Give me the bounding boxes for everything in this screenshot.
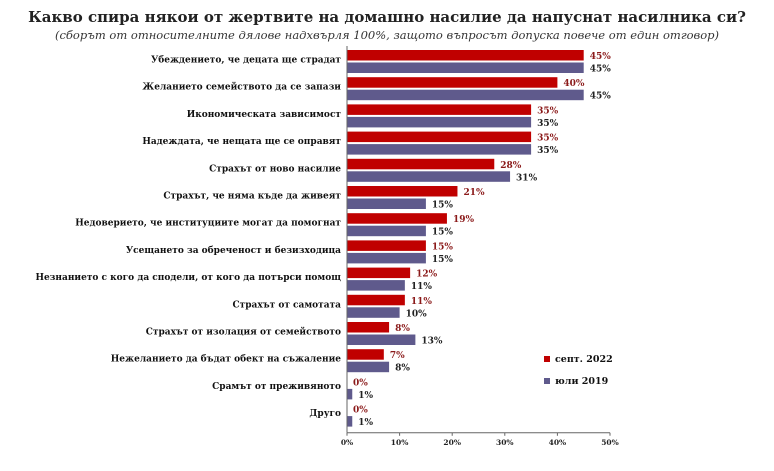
x-tick-label: 50% [601, 438, 619, 447]
category-label: Икономическата зависимост [187, 110, 342, 120]
bar-july-2019 [347, 225, 426, 237]
bar-july-2019 [347, 198, 426, 209]
data-label: 1% [358, 418, 373, 428]
data-label: 15% [432, 201, 454, 211]
bar-sept-2022 [347, 186, 458, 197]
category-label: Нежеланието да бъдат обект на съжаление [111, 354, 341, 365]
data-label: 8% [395, 364, 410, 374]
bar-july-2019 [347, 89, 584, 101]
bar-july-2019 [347, 252, 426, 264]
data-label: 40% [563, 79, 585, 89]
data-label: 10% [406, 309, 428, 319]
x-tick-label: 30% [496, 438, 514, 447]
data-label: 11% [411, 297, 433, 307]
bar-sept-2022 [347, 240, 426, 251]
data-label: 21% [463, 188, 485, 198]
data-label: 35% [537, 134, 559, 144]
bar-july-2019 [347, 416, 353, 427]
data-label: 8% [395, 324, 410, 334]
x-tick-label: 20% [443, 438, 461, 447]
bar-sept-2022 [347, 131, 532, 143]
bar-july-2019 [347, 144, 532, 155]
category-label: Незнанието с кого да сподели, от кого да… [35, 273, 341, 283]
category-label: Страхът от самотата [232, 300, 341, 310]
data-label: 7% [390, 351, 405, 361]
data-label: 15% [432, 255, 454, 265]
data-label: 45% [590, 92, 612, 102]
category-label: Усещането за обреченост и безизходица [126, 245, 341, 256]
legend-swatch [544, 378, 550, 384]
bar-sept-2022 [347, 322, 390, 333]
bars-group: Убеждението, че децата ще страдат 45% 45% Ж… [35, 50, 611, 428]
legend-label: септ. 2022 [555, 354, 613, 365]
x-axis: 0% 10% 20% 30% 40% 50% [341, 46, 619, 447]
bar-sept-2022 [347, 104, 532, 115]
data-label: 28% [500, 161, 522, 171]
data-label: 1% [358, 391, 373, 401]
bar-july-2019 [347, 307, 400, 318]
bar-sept-2022 [347, 294, 405, 306]
category-label: Срамът от преживяното [212, 382, 341, 392]
category-label: Страхът от изолация от семейството [146, 327, 341, 338]
data-label: 35% [537, 106, 559, 116]
x-tick-label: 10% [391, 438, 409, 447]
x-tick-label: 40% [549, 438, 567, 447]
bar-july-2019 [347, 388, 353, 400]
data-label: 19% [453, 215, 475, 225]
x-tick-label: 0% [341, 438, 353, 447]
bar-sept-2022 [347, 349, 384, 360]
data-label: 15% [432, 242, 454, 252]
bar-july-2019 [347, 116, 532, 128]
category-label: Желанието семейството да се запази [142, 82, 341, 93]
chart-subtitle: (сборът от относителните дялове надхвърл… [54, 28, 720, 42]
bar-july-2019 [347, 62, 584, 73]
bar-july-2019 [347, 171, 511, 182]
bar-july-2019 [347, 361, 390, 373]
category-label: Страхът от ново насилие [209, 164, 341, 174]
bar-sept-2022 [347, 213, 447, 224]
bar-july-2019 [347, 334, 416, 345]
category-label: Страхът, че няма къде да живеят [163, 192, 341, 202]
data-label: 15% [432, 228, 454, 238]
data-label: 0% [353, 378, 368, 388]
data-label: 45% [590, 52, 612, 62]
data-label: 13% [421, 337, 443, 347]
data-label: 45% [590, 65, 612, 75]
category-label: Надеждата, че нещата ще се оправят [142, 137, 341, 147]
data-label: 35% [537, 119, 559, 129]
bar-sept-2022 [347, 77, 558, 88]
data-label: 12% [416, 270, 438, 280]
legend-label: юли 2019 [555, 376, 609, 387]
data-label: 11% [411, 282, 433, 292]
legend-swatch [544, 356, 550, 362]
data-label: 31% [516, 173, 538, 183]
data-label: 0% [353, 406, 368, 416]
bar-sept-2022 [347, 50, 584, 61]
category-label: Недоверието, че институциите могат да по… [75, 219, 341, 229]
chart-title: Какво спира някои от жертвите на домашно… [28, 8, 746, 26]
category-label: Убеждението, че децата ще страдат [151, 55, 341, 66]
bar-sept-2022 [347, 267, 411, 279]
bar-july-2019 [347, 280, 405, 291]
data-label: 35% [537, 146, 559, 156]
legend: септ. 2022 юли 2019 [544, 354, 613, 387]
category-label: Друго [309, 409, 341, 419]
bar-sept-2022 [347, 158, 495, 170]
